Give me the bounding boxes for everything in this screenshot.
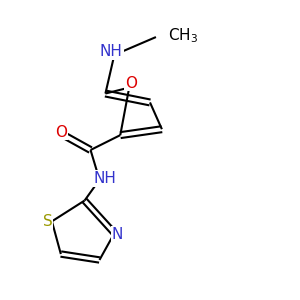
Text: N: N <box>112 227 123 242</box>
Text: CH$_3$: CH$_3$ <box>168 26 198 45</box>
Text: S: S <box>43 214 52 229</box>
Text: NH: NH <box>100 44 123 59</box>
Text: O: O <box>55 125 67 140</box>
Text: O: O <box>125 76 137 91</box>
Text: NH: NH <box>94 171 117 186</box>
